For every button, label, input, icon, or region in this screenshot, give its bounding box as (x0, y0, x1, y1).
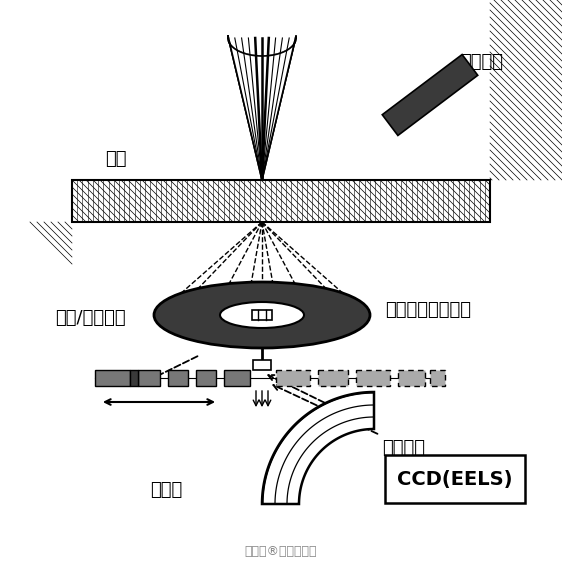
Polygon shape (228, 36, 296, 180)
Bar (224, 370, 250, 386)
Bar (72, 180, 490, 222)
Bar (430, 370, 445, 386)
Bar (382, 55, 478, 136)
Bar (95, 370, 130, 386)
Bar (356, 370, 390, 386)
Text: CCD(EELS): CCD(EELS) (397, 470, 513, 488)
Bar (276, 370, 310, 386)
Polygon shape (262, 392, 374, 504)
Bar (318, 370, 348, 386)
Text: 高角环状暗场探头: 高角环状暗场探头 (385, 301, 471, 319)
Bar (385, 455, 525, 503)
Bar (252, 310, 272, 320)
Text: 入口光阀: 入口光阀 (382, 439, 425, 457)
Bar (253, 360, 271, 370)
Bar (138, 370, 160, 386)
Bar (196, 370, 216, 386)
Ellipse shape (220, 302, 304, 328)
Bar (168, 370, 188, 386)
Ellipse shape (154, 282, 370, 348)
Text: 搜狐号®金鉴实验室: 搜狐号®金鉴实验室 (244, 545, 318, 558)
Text: 明场/暗场探头: 明场/暗场探头 (55, 309, 126, 327)
Text: 磁棱镜: 磁棱镜 (150, 481, 182, 499)
Bar (130, 370, 138, 386)
Text: 样品: 样品 (105, 150, 126, 168)
Bar (398, 370, 425, 386)
Text: 能谱探头: 能谱探头 (460, 53, 503, 71)
